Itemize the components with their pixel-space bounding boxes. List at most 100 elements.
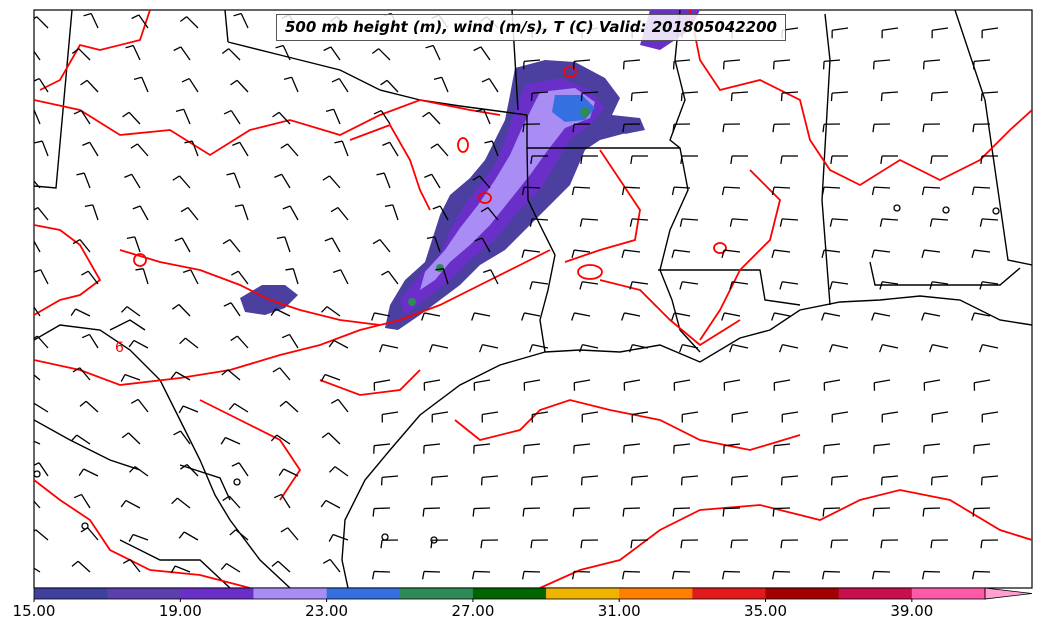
wind-barb <box>932 27 949 31</box>
wind-barb <box>227 369 241 381</box>
wind-barb <box>474 312 491 317</box>
wind-barb <box>923 507 941 510</box>
wind-barb-flag <box>373 109 382 115</box>
wind-barb <box>280 494 291 509</box>
wind-barb <box>932 281 949 285</box>
wind-barb <box>277 560 291 573</box>
wind-barb-flag <box>376 172 385 176</box>
wind-barb <box>142 268 149 285</box>
wind-barb <box>823 570 841 573</box>
wind-barb-flag <box>221 48 230 55</box>
wind-barb-flag <box>971 187 975 196</box>
wind-barb-flag <box>830 540 833 549</box>
wind-barb-flag <box>828 344 833 353</box>
wind-barb <box>782 281 799 285</box>
wind-barb-flag <box>471 312 475 321</box>
wind-barb <box>383 172 391 189</box>
wind-barb-flag <box>24 303 31 306</box>
colorbar-tick-label: 27.00 <box>451 602 495 620</box>
wind-barb-flag <box>223 109 232 115</box>
wind-barb-flag <box>721 571 725 580</box>
colorbar-segment <box>107 588 181 599</box>
wind-barb-flag <box>930 155 933 165</box>
wind-barb-flag <box>372 239 381 245</box>
calm-circle <box>430 536 438 544</box>
wind-barb <box>681 91 699 94</box>
wind-barb <box>191 140 199 157</box>
wind-barb <box>924 249 941 253</box>
wind-barb <box>781 91 799 94</box>
wind-barb <box>682 281 699 285</box>
wind-barb <box>582 344 599 349</box>
wind-barb <box>924 312 941 317</box>
wind-barb <box>523 507 541 510</box>
wind-barb-flag <box>972 124 975 133</box>
calm-circle <box>992 207 1000 215</box>
wind-barb-flag <box>971 249 975 258</box>
wind-barb-flag <box>821 571 825 580</box>
wind-barb-flag <box>879 218 883 227</box>
wind-barb <box>137 398 149 413</box>
wind-barb-flag <box>482 269 491 273</box>
wind-barb <box>441 77 449 93</box>
wind-barb-flag <box>679 218 683 227</box>
wind-barb <box>723 570 741 573</box>
wind-barb <box>292 268 299 285</box>
wind-barb-flag <box>430 143 438 149</box>
wind-barb-flag <box>71 560 79 567</box>
wind-barb <box>229 239 241 253</box>
wind-barb-flag <box>323 46 332 52</box>
wind-barb-flag <box>281 333 290 339</box>
wind-barb <box>36 16 49 29</box>
wind-barb-flag <box>435 268 444 271</box>
wind-barb-flag <box>484 140 493 144</box>
wind-barb <box>329 175 341 189</box>
wind-barb-flag <box>222 239 231 245</box>
wind-barb-flag <box>780 93 783 102</box>
wind-barb <box>881 91 899 94</box>
wind-barb <box>882 27 899 31</box>
wind-barb <box>473 507 491 510</box>
wind-barb-flag <box>184 140 193 144</box>
wind-barb <box>234 402 249 413</box>
wind-barb-flag <box>930 540 933 549</box>
wind-barb <box>87 270 99 285</box>
wind-barb-flag <box>979 218 983 227</box>
wind-barb-flag <box>226 172 235 176</box>
wind-barb-flag <box>172 303 180 310</box>
wind-barb-flag <box>672 124 675 133</box>
wind-barb-flag <box>121 306 128 313</box>
wind-barb <box>386 79 399 93</box>
wind-barb <box>573 570 591 573</box>
wind-barb-flag <box>571 187 575 196</box>
wind-barb <box>982 344 999 349</box>
state-border-tx-la <box>526 147 556 353</box>
wind-barb-flag <box>23 496 30 500</box>
wind-barb <box>524 312 541 317</box>
wind-barb <box>132 45 141 61</box>
wind-barb <box>83 468 99 477</box>
wind-barb <box>832 344 849 349</box>
wind-barb <box>731 218 749 221</box>
wind-barb-flag <box>822 508 825 517</box>
wind-barb-flag <box>922 508 925 517</box>
wind-barb <box>34 440 41 445</box>
wind-barb-flag <box>34 462 40 466</box>
wind-barb <box>239 141 249 157</box>
wind-barb <box>333 339 349 349</box>
colorbar <box>33 587 1033 602</box>
wind-barb-flag <box>621 312 625 321</box>
state-border-ok-north <box>224 10 229 43</box>
wind-barb-flag <box>678 344 683 353</box>
wind-barb-flag <box>771 571 775 580</box>
wind-barb-flag <box>34 335 38 340</box>
wind-barb <box>236 79 249 93</box>
wind-barb <box>982 27 999 31</box>
wind-barb <box>183 109 191 125</box>
wind-barb <box>832 27 849 31</box>
wind-barb-flag <box>329 466 336 473</box>
wind-barb <box>632 281 649 285</box>
wind-barb-flag <box>70 434 78 442</box>
colorbar-segment <box>399 588 474 599</box>
wind-barb-flag <box>521 249 525 258</box>
